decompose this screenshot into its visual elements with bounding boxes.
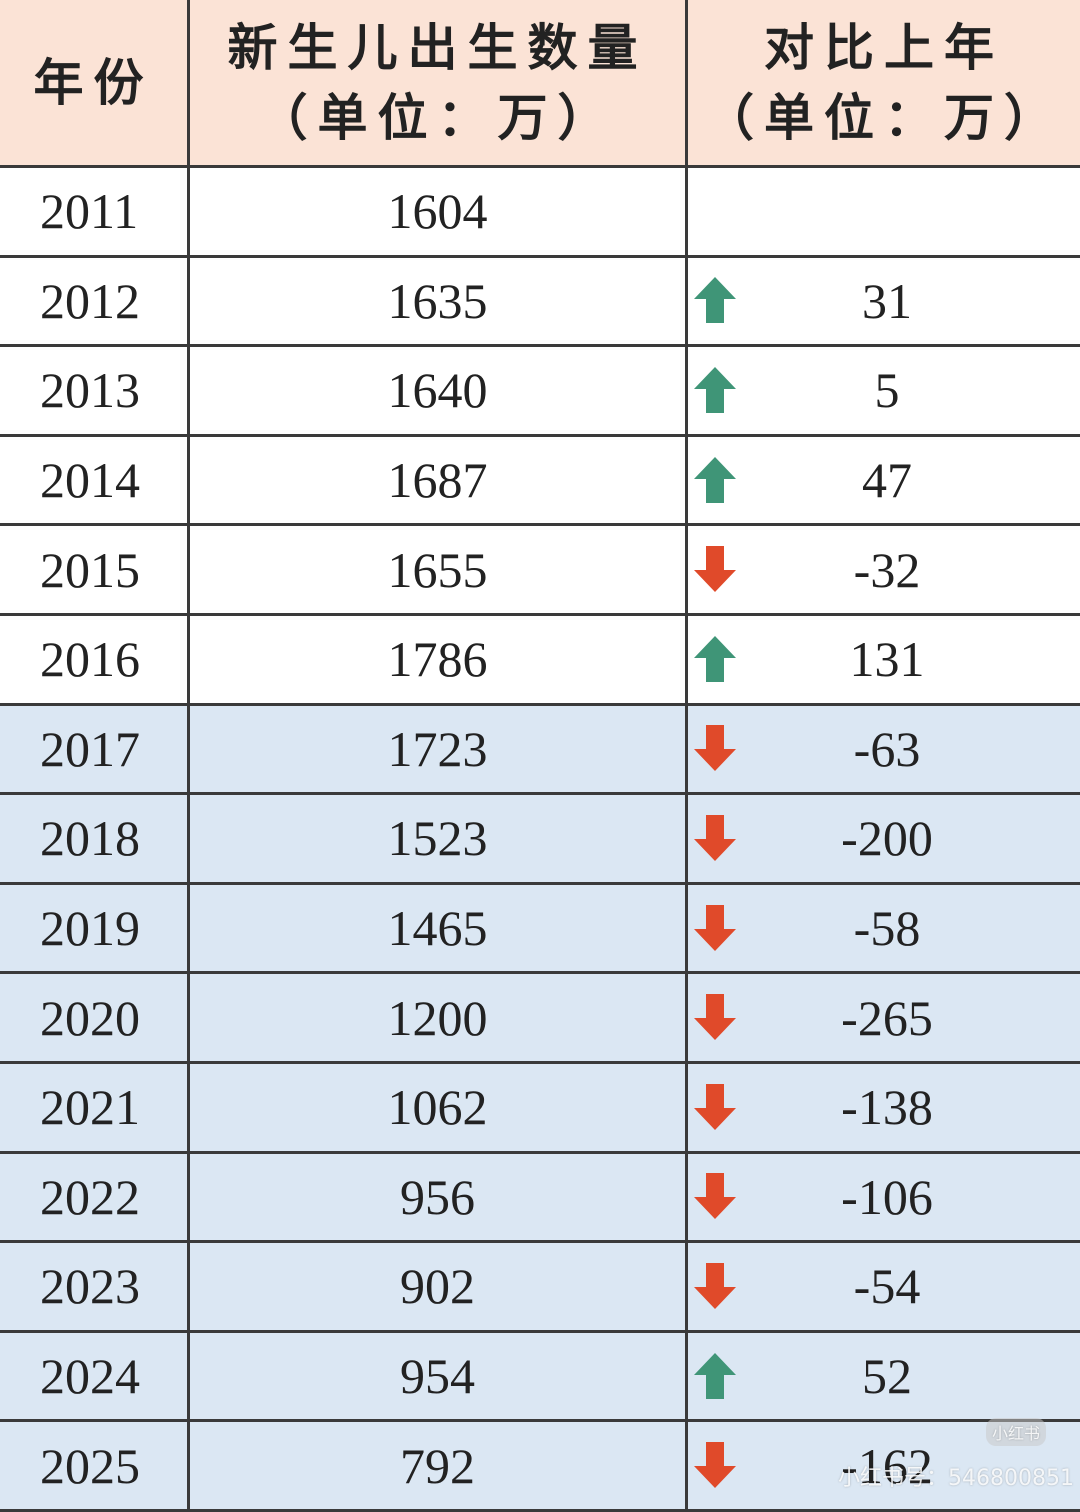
year-cell: 2020: [0, 974, 190, 1064]
change-cell: 47: [688, 437, 1080, 527]
year-cell: 2015: [0, 526, 190, 616]
year-cell: 2018: [0, 795, 190, 885]
down-arrow: [694, 1263, 736, 1309]
year-cell: 2019: [0, 884, 190, 975]
births-cell: 1604: [190, 168, 688, 258]
year-cell: 2025: [0, 1422, 190, 1512]
year-cell: 2017: [0, 705, 190, 796]
change-cell: -138: [688, 1064, 1080, 1154]
births-cell: 1640: [190, 347, 688, 437]
change-cell: 52: [688, 1332, 1080, 1423]
watermark-logo: 小红书: [986, 1418, 1047, 1446]
change-cell: 5: [688, 347, 1080, 437]
up-arrow: [694, 367, 736, 413]
down-arrow: [694, 725, 736, 772]
year-cell: 2011: [0, 168, 190, 258]
up-arrow: [694, 277, 736, 324]
down-arrow: [694, 904, 736, 951]
down-arrow: [694, 1442, 736, 1489]
header-line: （单位：万）: [257, 88, 618, 147]
births-cell: 1523: [190, 795, 688, 885]
change-cell: 131: [688, 616, 1080, 706]
down-arrow: [694, 546, 736, 593]
change-cell: -106: [688, 1153, 1080, 1244]
header-line: 对比上年: [764, 18, 1004, 77]
change-cell: -54: [688, 1243, 1080, 1333]
births-cell: 1723: [190, 705, 688, 796]
down-arrow: [694, 994, 736, 1041]
births-cell: 902: [190, 1243, 688, 1333]
header-cell: 对比上年 （单位：万）: [688, 0, 1080, 168]
births-cell: 956: [190, 1153, 688, 1244]
down-arrow: [694, 1173, 736, 1220]
header-cell: 年份: [0, 0, 190, 168]
change-cell: -63: [688, 705, 1080, 796]
change-cell: -200: [688, 795, 1080, 885]
change-cell: [688, 168, 1080, 258]
year-cell: 2023: [0, 1243, 190, 1333]
header-line: 新生儿出生数量: [227, 18, 648, 77]
up-arrow: [694, 456, 736, 503]
births-cell: 792: [190, 1422, 688, 1512]
births-cell: 1062: [190, 1064, 688, 1154]
change-cell: -265: [688, 974, 1080, 1064]
year-cell: 2024: [0, 1332, 190, 1423]
births-cell: 1465: [190, 884, 688, 975]
up-arrow: [694, 1352, 736, 1399]
header-cell: 新生儿出生数量 （单位：万）: [190, 0, 688, 168]
year-cell: 2013: [0, 347, 190, 437]
births-cell: 1655: [190, 526, 688, 616]
births-cell: 1200: [190, 974, 688, 1064]
change-cell: -58: [688, 884, 1080, 975]
year-cell: 2014: [0, 436, 190, 527]
year-cell: 2021: [0, 1064, 190, 1154]
births-cell: 1635: [190, 257, 688, 348]
down-arrow: [694, 1083, 736, 1130]
births-cell: 954: [190, 1332, 688, 1423]
change-cell: -32: [688, 526, 1080, 616]
up-arrow: [694, 635, 736, 682]
down-arrow: [694, 815, 736, 861]
births-cell: 1786: [190, 616, 688, 706]
year-cell: 2022: [0, 1153, 190, 1244]
year-cell: 2012: [0, 257, 190, 348]
year-cell: 2016: [0, 616, 190, 706]
births-cell: 1687: [190, 436, 688, 527]
header-line: （单位：万）: [704, 88, 1064, 147]
watermark-id: 小红书号：546800851: [838, 1466, 1074, 1491]
change-cell: 31: [688, 258, 1080, 348]
